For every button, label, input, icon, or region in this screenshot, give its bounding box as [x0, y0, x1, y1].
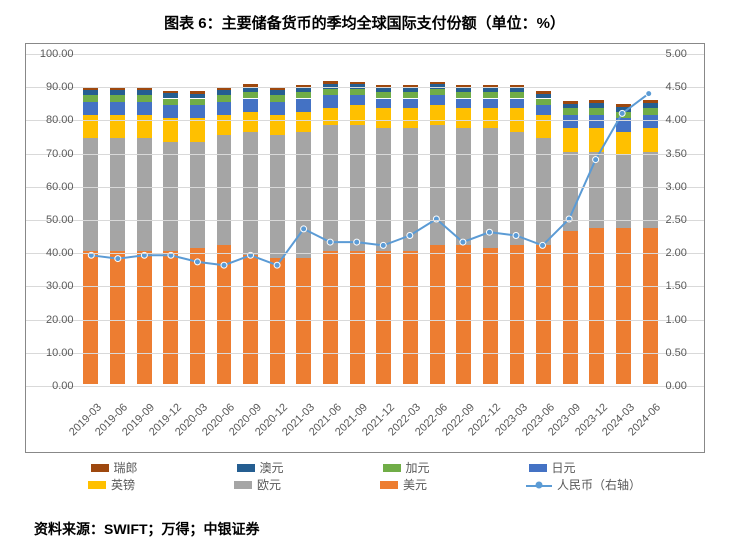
legend-item-jpy: 日元: [529, 459, 639, 476]
y-left-tick: 20.00: [30, 314, 74, 326]
y-right-tick: 1.50: [666, 280, 700, 292]
legend-swatch-icon: [529, 464, 547, 472]
legend-item-chf: 瑞郎: [91, 459, 201, 476]
source-text: 资料来源：SWIFT；万得；中银证券: [34, 519, 709, 539]
gridline: [26, 87, 704, 88]
y-left-tick: 50.00: [30, 214, 74, 226]
legend-item-gbp: 英镑: [88, 476, 198, 493]
y-left-tick: 100.00: [30, 48, 74, 60]
legend-label: 美元: [403, 476, 427, 493]
gridline: [26, 253, 704, 254]
y-right-tick: 2.50: [666, 214, 700, 226]
y-right-tick: 3.00: [666, 181, 700, 193]
y-right-tick: 0.50: [666, 347, 700, 359]
y-right-tick: 4.50: [666, 81, 700, 93]
legend-label: 日元: [552, 459, 576, 476]
line-series: [78, 54, 662, 384]
legend: 瑞郎 澳元 加元 日元英镑 欧元 美元 人民币（右轴）: [20, 453, 709, 499]
y-right-tick: 4.00: [666, 114, 700, 126]
legend-item-aud: 澳元: [237, 459, 347, 476]
gridline: [26, 154, 704, 155]
gridline: [26, 187, 704, 188]
y-left-tick: 0.00: [30, 380, 74, 392]
gridline: [26, 353, 704, 354]
y-right-tick: 0.00: [666, 380, 700, 392]
gridline: [26, 286, 704, 287]
legend-item-usd: 美元: [380, 476, 490, 493]
y-right-tick: 1.00: [666, 314, 700, 326]
gridline: [26, 54, 704, 55]
legend-item-cad: 加元: [383, 459, 493, 476]
y-right-tick: 2.00: [666, 247, 700, 259]
chart-area: 0.00 10.00 20.00 30.00 40.00 50.00 60.00 70.00 8…: [25, 43, 705, 453]
y-left-tick: 90.00: [30, 81, 74, 93]
legend-swatch-icon: [91, 464, 109, 472]
legend-swatch-icon: [234, 481, 252, 489]
y-left-tick: 40.00: [30, 247, 74, 259]
legend-item-cny: 人民币（右轴）: [526, 476, 641, 493]
y-left-tick: 70.00: [30, 148, 74, 160]
legend-swatch-icon: [237, 464, 255, 472]
legend-label: 人民币（右轴）: [557, 476, 641, 493]
gridline: [26, 220, 704, 221]
y-left-tick: 30.00: [30, 280, 74, 292]
legend-label: 澳元: [260, 459, 284, 476]
legend-item-eur: 欧元: [234, 476, 344, 493]
legend-swatch-icon: [88, 481, 106, 489]
chart-figure: 图表 6：主要储备货币的季均全球国际支付份额（单位：%） 0.00 10.00 20…: [0, 0, 729, 529]
gridline: [26, 320, 704, 321]
legend-label: 欧元: [257, 476, 281, 493]
chart-title: 图表 6：主要储备货币的季均全球国际支付份额（单位：%）: [20, 12, 709, 33]
gridline: [26, 120, 704, 121]
gridline: [26, 386, 704, 387]
legend-line-icon: [526, 479, 552, 491]
legend-label: 加元: [406, 459, 430, 476]
y-right-tick: 5.00: [666, 48, 700, 60]
legend-swatch-icon: [380, 481, 398, 489]
legend-swatch-icon: [383, 464, 401, 472]
y-right-tick: 3.50: [666, 148, 700, 160]
y-left-tick: 10.00: [30, 347, 74, 359]
legend-label: 瑞郎: [114, 459, 138, 476]
plot-region: [78, 54, 662, 384]
y-left-tick: 60.00: [30, 181, 74, 193]
y-left-tick: 80.00: [30, 114, 74, 126]
legend-label: 英镑: [111, 476, 135, 493]
